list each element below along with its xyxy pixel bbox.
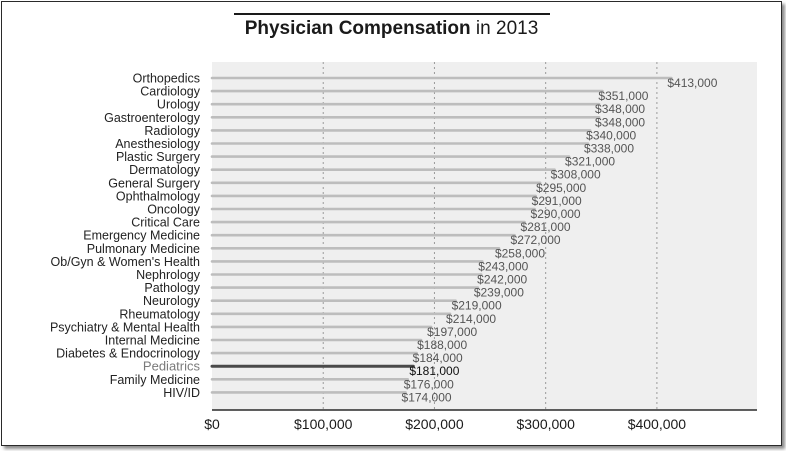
category-label: Critical Care: [131, 216, 200, 230]
category-label: Orthopedics: [133, 72, 200, 86]
value-label: $281,000: [521, 220, 571, 234]
x-tick-label: $0: [204, 416, 220, 432]
category-label: Diabetes & Endocrinology: [56, 347, 201, 361]
value-label: $295,000: [536, 181, 586, 195]
category-label: HIV/ID: [163, 386, 200, 400]
title-rule: [234, 13, 550, 15]
x-tick-labels: $0 $100,000 $200,000 $300,000 $400,000: [204, 416, 686, 432]
value-label: $197,000: [427, 325, 477, 339]
value-label: $308,000: [551, 168, 601, 182]
category-label: Radiology: [144, 124, 200, 138]
value-label: $340,000: [586, 128, 636, 142]
category-label: Pediatrics: [143, 359, 201, 374]
category-label: Rheumatology: [119, 307, 200, 321]
chart-title: Physician Compensation in 2013: [2, 18, 781, 40]
value-label: $243,000: [478, 259, 528, 273]
category-label: General Surgery: [108, 176, 200, 190]
x-tick-label: $400,000: [628, 416, 687, 432]
value-label: $242,000: [477, 273, 527, 287]
chart-title-bold: Physician Compensation: [244, 18, 471, 39]
category-label: Urology: [157, 98, 201, 112]
value-label: $413,000: [667, 76, 717, 90]
value-label: $291,000: [532, 194, 582, 208]
value-label: $239,000: [474, 286, 524, 300]
category-label: Emergency Medicine: [83, 229, 200, 243]
category-label: Family Medicine: [110, 373, 200, 387]
value-label: $348,000: [595, 102, 645, 116]
category-label: Neurology: [143, 294, 201, 308]
category-label: Ob/Gyn & Women's Health: [51, 255, 200, 269]
category-label: Oncology: [147, 203, 201, 217]
value-label: $188,000: [417, 338, 467, 352]
category-label: Cardiology: [140, 85, 201, 99]
category-label: Pulmonary Medicine: [87, 242, 200, 256]
value-label: $351,000: [598, 89, 648, 103]
bars: [210, 76, 673, 394]
value-label: $290,000: [531, 207, 581, 221]
value-label: $321,000: [565, 155, 615, 169]
value-label: $214,000: [446, 312, 496, 326]
chart-title-year: in 2013: [470, 18, 539, 39]
value-label: $258,000: [495, 246, 545, 260]
value-label: $272,000: [511, 233, 561, 247]
value-labels: $413,000$351,000$348,000$348,000$340,000…: [402, 76, 718, 404]
value-label: $184,000: [413, 351, 463, 365]
value-label: $174,000: [402, 390, 452, 404]
category-label: Nephrology: [136, 268, 201, 282]
category-label: Internal Medicine: [105, 334, 200, 348]
category-label: Plastic Surgery: [116, 150, 201, 164]
category-label: Psychiatry & Mental Health: [50, 320, 200, 334]
x-tick-label: $100,000: [294, 416, 353, 432]
value-label: $176,000: [404, 377, 454, 391]
value-label: $338,000: [584, 142, 634, 156]
category-label: Ophthalmology: [116, 189, 201, 203]
value-label: $219,000: [452, 299, 502, 313]
value-label: $181,000: [409, 364, 459, 378]
x-tick-label: $200,000: [405, 416, 464, 432]
x-tick-label: $300,000: [516, 416, 575, 432]
value-label: $348,000: [595, 115, 645, 129]
category-label: Anesthesiology: [115, 137, 201, 151]
category-label: Dermatology: [129, 163, 201, 177]
category-label: Pathology: [144, 281, 200, 295]
category-labels: OrthopedicsCardiologyUrologyGastroentero…: [50, 72, 201, 400]
category-label: Gastroenterology: [104, 111, 201, 125]
